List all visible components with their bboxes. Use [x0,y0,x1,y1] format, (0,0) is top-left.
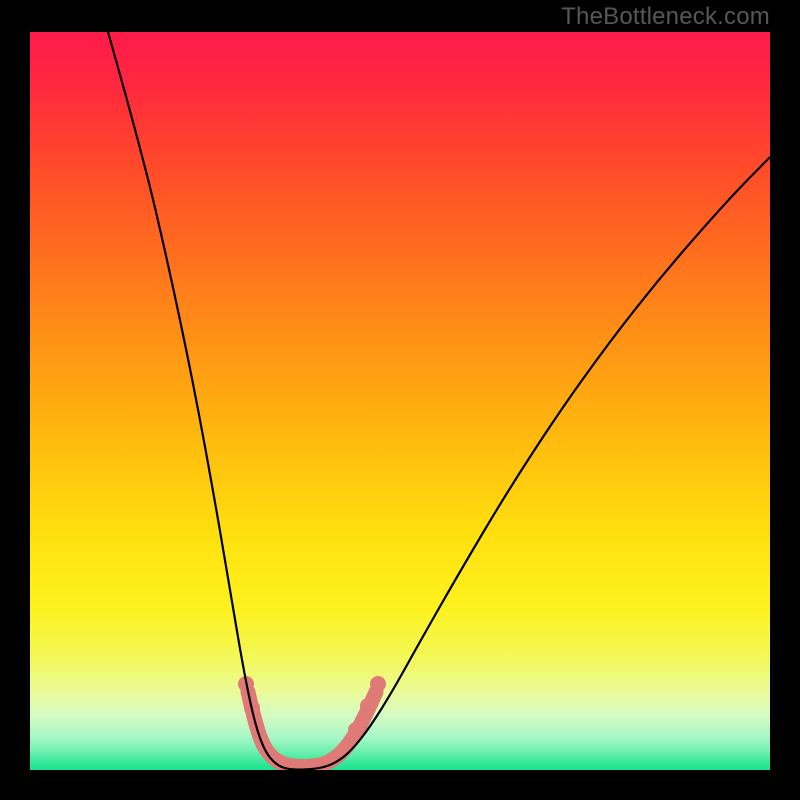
chart-svg [30,32,770,770]
highlight-dot [370,676,386,692]
border-right [770,0,800,800]
highlight-segment [238,676,386,767]
highlight-dot [360,698,376,714]
border-bottom [0,770,800,800]
border-left [0,0,30,800]
highlight-dot [348,722,364,738]
bottleneck-curve [108,32,770,770]
watermark-text: TheBottleneck.com [561,3,770,31]
plot-area [30,32,770,770]
